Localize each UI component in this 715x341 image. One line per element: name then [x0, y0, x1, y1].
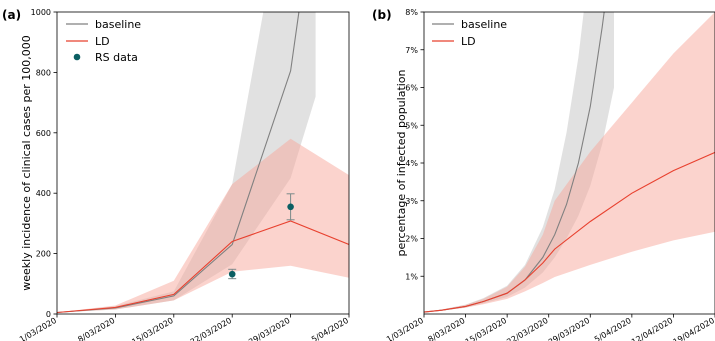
panel-a-legend: baseline LD RS data [66, 18, 141, 64]
panel-b-y-tick-label: 6% [405, 84, 418, 93]
panel-b-x-tick-label: 22/03/2020 [505, 316, 549, 341]
panel-b-y-tick-label: 8% [405, 8, 418, 17]
panel-a-rs-data-point [286, 193, 295, 221]
panel-a-x-tick-label: 8/03/2020 [76, 316, 116, 341]
panel-a-y-tick-label: 200 [36, 250, 51, 259]
panel-b-x-tick-label: 1/03/2020 [385, 316, 425, 341]
panel-b-y-ticks: 1% 2% 3% 4% 5% 6% 7% 8% [405, 8, 424, 281]
panel-a-x-tick-label: 15/03/2020 [130, 316, 174, 341]
panel-b-y-tick-label: 4% [405, 159, 418, 168]
panel-b-y-tick-label: 5% [405, 121, 418, 130]
panel-a-y-tick-label: 0 [46, 310, 51, 319]
panel-b-legend: baseline LD [432, 18, 507, 48]
panel-a-bands [57, 12, 349, 313]
panel-a-y-ticks: 0 200 400 600 800 1000 [31, 8, 57, 319]
panel-b-y-tick-label: 2% [405, 235, 418, 244]
panel-a-label: (a) [2, 8, 21, 22]
panel-a-plot-frame [56, 11, 350, 315]
panel-a: (a) weekly incidence of clinical cases p… [2, 8, 350, 341]
panel-b-lines [424, 12, 715, 313]
panel-b-legend-ld-label: LD [461, 35, 476, 48]
panel-a-x-tick-label: 5/04/2020 [310, 316, 350, 341]
panel-b-ld-line [424, 151, 715, 313]
panel-b-x-tick-label: 15/03/2020 [464, 316, 508, 341]
panel-a-baseline-band [57, 12, 316, 313]
panel-a-ld-band [57, 138, 349, 313]
panel-b-x-tick-label: 5/04/2020 [593, 316, 633, 341]
panel-b-x-tick-label: 19/04/2020 [672, 316, 715, 341]
panel-b-label: (b) [372, 8, 392, 22]
panel-a-y-tick-label: 800 [36, 68, 51, 77]
panel-b-y-tick-label: 7% [405, 46, 418, 55]
panel-b-x-tick-label: 12/04/2020 [630, 316, 674, 341]
panel-b-x-tick-label: 29/03/2020 [547, 316, 591, 341]
panel-a-legend-rs-label: RS data [95, 51, 138, 64]
panel-a-legend-rs-marker [73, 53, 81, 61]
panel-a-lines [57, 12, 349, 314]
panel-a-x-tick-label: 29/03/2020 [247, 316, 291, 341]
panel-b-y-axis-label: percentage of infected population [395, 69, 408, 256]
panel-b-y-tick-label: 1% [405, 272, 418, 281]
panel-a-x-ticks: 1/03/2020 8/03/2020 15/03/2020 22/03/2020 29… [18, 314, 350, 341]
panel-a-rs-data-point [228, 268, 237, 280]
panel-a-y-tick-label: 1000 [31, 8, 51, 17]
panel-a-points [228, 193, 295, 280]
panel-b: (b) percentage of infected population 1%… [372, 8, 715, 341]
panel-a-legend-ld-label: LD [95, 35, 110, 48]
panel-a-legend-baseline-label: baseline [95, 18, 141, 31]
panel-b-x-ticks: 1/03/2020 8/03/202015/03/202022/03/202029… [385, 314, 715, 341]
panel-a-y-tick-label: 400 [36, 189, 51, 198]
panel-b-bands [424, 12, 715, 313]
panel-a-x-tick-label: 1/03/2020 [18, 316, 58, 341]
panel-b-ld-band [424, 12, 715, 313]
panel-b-y-tick-label: 3% [405, 197, 418, 206]
panel-a-ld-line [57, 220, 349, 314]
panel-a-baseline-line [57, 12, 300, 314]
panel-a-y-tick-label: 600 [36, 129, 51, 138]
panel-a-x-tick-label: 22/03/2020 [189, 316, 233, 341]
panel-a-y-axis-label: weekly incidence of clinical cases per 1… [20, 35, 33, 291]
panel-b-x-tick-label: 8/03/2020 [427, 316, 467, 341]
panel-b-legend-baseline-label: baseline [461, 18, 507, 31]
